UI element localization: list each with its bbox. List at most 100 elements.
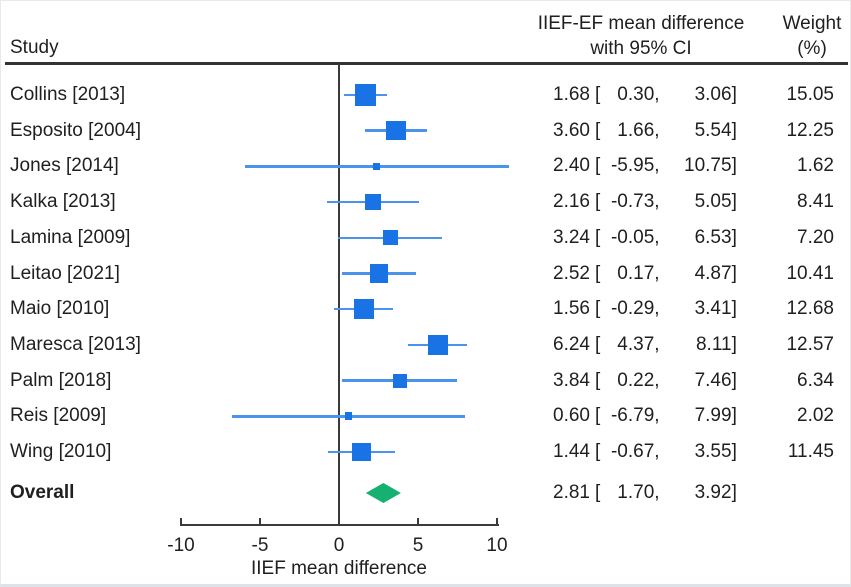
ci-comma: , — [654, 405, 660, 427]
study-ci-lower: -5.95 — [610, 155, 655, 177]
study-label: Jones [2014] — [10, 155, 119, 177]
weight-value: 8.41 — [797, 191, 834, 213]
ci-open-bracket: [ — [595, 191, 601, 213]
weight-value: 15.05 — [786, 84, 834, 105]
study-ci-text: 1.68[0.30, 3.06] — [530, 82, 737, 108]
ci-open-bracket: [ — [595, 155, 601, 177]
effect-square — [365, 193, 382, 211]
column-header-effect-line1: IIEF-EF mean difference — [537, 13, 745, 34]
effect-square — [352, 442, 372, 462]
study-label: Esposito [2004] — [10, 119, 141, 141]
study-label: Reis [2009] — [10, 405, 107, 427]
study-ci-lower: -0.05 — [610, 226, 655, 248]
ci-close-bracket: ] — [731, 405, 737, 427]
study-ci-upper: 7.99 — [694, 405, 732, 427]
study-ci-lower: 1.66 — [617, 119, 655, 141]
column-header-effect-line2: with 95% CI — [590, 38, 692, 59]
study-ci-upper: 3.06 — [694, 84, 732, 105]
study-label: Lamina [2009] — [10, 226, 131, 248]
effect-square — [427, 334, 448, 355]
x-axis-tick — [496, 518, 498, 524]
ci-open-bracket: [ — [595, 298, 601, 320]
study-ci-text: 2.40[ -5.95, 10.75] — [530, 153, 737, 179]
x-axis-tick-label: 0 — [333, 535, 345, 556]
study-estimate: 3.60 — [553, 119, 590, 141]
study-label: Palm [2018] — [10, 369, 112, 391]
study-ci-text: 2.52[0.17, 4.87] — [530, 261, 737, 287]
ci-close-bracket: ] — [731, 155, 737, 177]
study-ci-text: 3.60[1.66, 5.54] — [530, 118, 737, 144]
x-axis-tick — [338, 518, 340, 524]
study-estimate: 0.60 — [553, 405, 590, 427]
ci-close-bracket: ] — [731, 298, 737, 320]
study-label: Kalka [2013] — [10, 191, 116, 213]
study-ci-lower: 0.22 — [617, 369, 655, 391]
overall-diamond — [365, 483, 401, 503]
ci-comma: , — [654, 482, 660, 503]
header-divider-rule — [5, 62, 848, 65]
ci-open-bracket: [ — [595, 262, 601, 284]
effect-square — [382, 230, 398, 246]
study-ci-upper: 8.11 — [695, 333, 732, 355]
ci-close-bracket: ] — [731, 369, 737, 391]
ci-comma: , — [654, 226, 660, 248]
study-estimate: 1.56 — [553, 298, 590, 320]
ci-comma: , — [654, 84, 660, 105]
study-estimate: 2.16 — [553, 191, 590, 213]
weight-value: 2.02 — [797, 405, 834, 427]
study-ci-lower: -6.79 — [610, 405, 655, 427]
weight-value: 12.68 — [786, 298, 834, 320]
ci-close-bracket: ] — [731, 482, 737, 503]
study-estimate: 3.84 — [553, 369, 590, 391]
study-ci-lower: -0.73 — [610, 191, 655, 213]
overall-estimate: 2.81 — [553, 482, 590, 503]
x-axis-title: IIEF mean difference — [250, 558, 428, 579]
ci-comma: , — [654, 191, 660, 213]
x-axis-tick-label: -10 — [167, 535, 195, 556]
study-ci-upper: 10.75 — [684, 155, 732, 177]
study-ci-lower: 0.30 — [617, 84, 655, 105]
study-ci-text: 3.24[-0.05, 6.53] — [530, 225, 737, 251]
study-ci-lower: 0.17 — [617, 262, 655, 284]
x-axis-tick-label: 10 — [486, 535, 508, 556]
ci-open-bracket: [ — [595, 369, 601, 391]
column-header-study: Study — [10, 37, 59, 58]
x-axis-tick-label: 5 — [412, 535, 424, 556]
ci-comma: , — [654, 119, 660, 141]
study-ci-upper: 7.46 — [694, 369, 732, 391]
ci-open-bracket: [ — [595, 84, 601, 105]
ci-comma: , — [654, 155, 660, 177]
ci-close-bracket: ] — [731, 84, 737, 105]
ci-open-bracket: [ — [595, 441, 601, 462]
overall-ci-lower: 1.70 — [617, 482, 655, 503]
effect-square — [354, 84, 377, 106]
study-estimate: 1.68 — [553, 84, 590, 105]
study-estimate: 3.24 — [553, 226, 590, 248]
ci-close-bracket: ] — [731, 191, 737, 213]
study-ci-text: 0.60[-6.79, 7.99] — [530, 403, 737, 429]
ci-open-bracket: [ — [595, 119, 601, 141]
study-ci-text: 6.24[4.37, 8.11] — [530, 332, 737, 358]
ci-close-bracket: ] — [731, 262, 737, 284]
study-ci-text: 1.44[-0.67, 3.55] — [530, 439, 737, 465]
ci-comma: , — [654, 262, 660, 284]
study-ci-lower: -0.29 — [610, 298, 655, 320]
ci-comma: , — [654, 298, 660, 320]
overall-ci-upper: 3.92 — [694, 482, 732, 503]
study-ci-upper: 5.54 — [694, 119, 732, 141]
weight-value: 10.41 — [786, 262, 834, 284]
weight-value: 1.62 — [797, 155, 834, 177]
study-ci-text: 1.56[-0.29, 3.41] — [530, 296, 737, 322]
study-ci-text: 3.84[0.22, 7.46] — [530, 368, 737, 394]
study-estimate: 2.40 — [553, 155, 590, 177]
column-header-weight: Weight (%) — [777, 11, 847, 61]
study-label: Leitao [2021] — [10, 262, 120, 284]
effect-square — [373, 162, 381, 170]
x-axis-tick — [417, 518, 419, 524]
study-estimate: 2.52 — [553, 262, 590, 284]
study-label: Maresca [2013] — [10, 333, 141, 355]
zero-reference-line — [338, 64, 340, 526]
study-estimate: 1.44 — [553, 441, 590, 462]
ci-close-bracket: ] — [731, 119, 737, 141]
